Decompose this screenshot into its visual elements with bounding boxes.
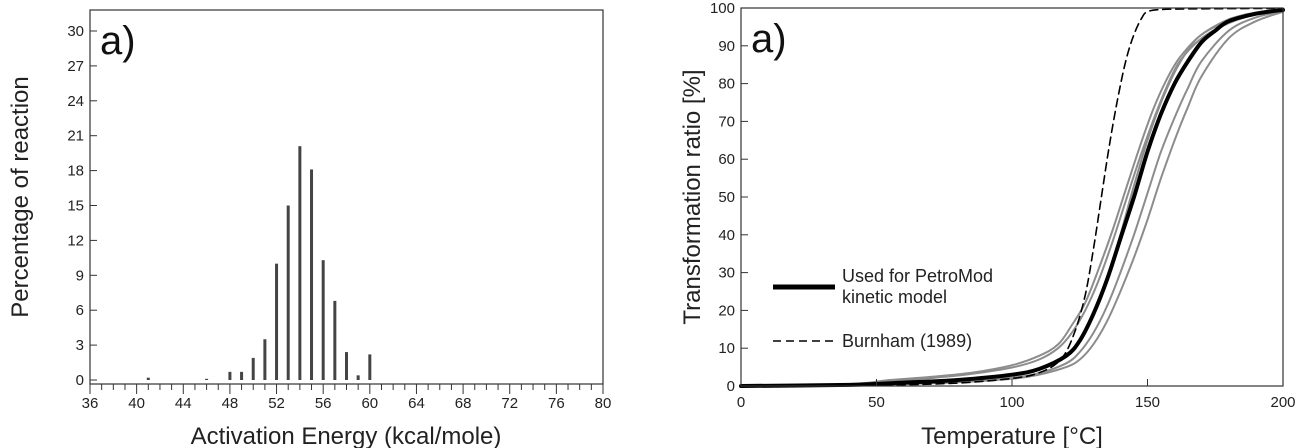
chart1-x-tick-label: 64 xyxy=(408,395,425,412)
chart1-bar xyxy=(298,146,302,380)
chart2-y-tick-label: 30 xyxy=(718,265,735,282)
chart1-x-tick-label: 68 xyxy=(455,395,472,412)
chart2-y-tick-label: 80 xyxy=(718,76,735,93)
chart2-x-tick-label: 100 xyxy=(999,394,1024,411)
chart1-x-tick-label: 56 xyxy=(315,395,332,412)
chart1-y-tick-label: 30 xyxy=(67,23,84,40)
chart2-series-grey-line xyxy=(740,9,1284,387)
chart1-bar xyxy=(240,371,244,380)
chart2-series-grey-line xyxy=(740,10,1284,387)
chart2-panel-label: a) xyxy=(751,17,787,61)
chart2-y-axis-label: Transformation ratio [%] xyxy=(679,69,706,324)
chart1-x-tick-label: 80 xyxy=(595,395,612,412)
chart1-x-tick-label: 40 xyxy=(128,395,145,412)
chart1-bar xyxy=(263,339,267,380)
chart1-bar xyxy=(310,169,314,380)
chart1-bar xyxy=(345,352,348,380)
chart1-y-axis-label: Percentage of reaction xyxy=(7,76,34,318)
legend-item-petromod-line1: Used for PetroMod xyxy=(842,266,993,286)
chart2-series-grey-line xyxy=(740,10,1284,387)
chart1-x-tick-label: 44 xyxy=(175,395,192,412)
transformation-ratio-chart: a) 0 10 20 30 40 50 60 70 80 90 100 0 50 100 150 200 T… xyxy=(679,0,1296,448)
legend-item-petromod-line2: kinetic model xyxy=(842,287,947,307)
chart1-bar xyxy=(356,375,360,380)
chart2-y-tick-label: 100 xyxy=(710,0,735,17)
chart2-x-tick-label: 200 xyxy=(1270,394,1295,411)
chart1-y-tick-label: 27 xyxy=(67,58,84,75)
chart2-y-tick-label: 40 xyxy=(718,227,735,244)
chart1-y-tick-label: 12 xyxy=(67,232,84,249)
chart1-bar xyxy=(146,377,150,380)
chart1-panel-label: a) xyxy=(100,19,136,63)
chart1-x-axis-label: Activation Energy (kcal/mole) xyxy=(191,423,502,448)
chart1-y-tick-label: 3 xyxy=(76,337,84,354)
chart2-legend: Used for PetroMod kinetic model Burnham … xyxy=(773,266,993,351)
chart2-y-tick-label: 10 xyxy=(718,340,735,357)
chart2-x-tick-label: 150 xyxy=(1135,394,1160,411)
chart2-frame xyxy=(740,7,1284,387)
chart2-y-tick-label: 0 xyxy=(727,378,735,395)
chart2-y-tick-label: 70 xyxy=(718,113,735,130)
chart1-bar xyxy=(321,260,325,380)
chart1-x-tick-label: 60 xyxy=(361,395,378,412)
chart2-x-tick-label: 50 xyxy=(868,394,885,411)
chart1-bar xyxy=(368,354,372,380)
chart1-bar xyxy=(286,205,290,380)
chart1-y-tick-label: 15 xyxy=(67,198,84,215)
chart1-frame xyxy=(89,9,604,385)
chart1-bar xyxy=(333,300,337,380)
chart2-y-tick-label: 90 xyxy=(718,38,735,55)
chart2-series-grey-line xyxy=(740,8,1284,387)
legend-item-burnham: Burnham (1989) xyxy=(842,331,972,351)
chart2-series-burnham-line xyxy=(740,7,1284,387)
chart1-y-tick-label: 9 xyxy=(76,267,84,284)
chart1-y-tick-label: 18 xyxy=(67,163,84,180)
chart2-x-tick-label: 0 xyxy=(737,394,745,411)
chart1-bar xyxy=(275,263,279,380)
chart1-x-tick-label: 52 xyxy=(268,395,285,412)
chart1-x-tick-label: 72 xyxy=(501,395,518,412)
chart1-x-tick-label: 48 xyxy=(222,395,239,412)
chart1-y-tick-label: 0 xyxy=(76,372,84,389)
chart1-y-tick-label: 24 xyxy=(67,93,84,110)
chart2-y-tick-label: 20 xyxy=(718,302,735,319)
chart2-y-tick-label: 50 xyxy=(718,189,735,206)
chart2-series-grey-line xyxy=(740,8,1284,387)
chart1-bar xyxy=(205,378,209,380)
chart1-bar xyxy=(228,371,232,380)
chart2-x-axis-label: Temperature [°C] xyxy=(921,423,1103,448)
chart1-bar xyxy=(251,357,255,380)
chart2-series-petromod-line xyxy=(739,7,1285,388)
chart1-x-tick-label: 36 xyxy=(82,395,99,412)
chart1-y-tick-label: 21 xyxy=(67,128,84,145)
chart2-y-tick-label: 60 xyxy=(718,151,735,168)
chart1-y-tick-label: 6 xyxy=(76,302,84,319)
chart1-x-tick-label: 76 xyxy=(548,395,565,412)
